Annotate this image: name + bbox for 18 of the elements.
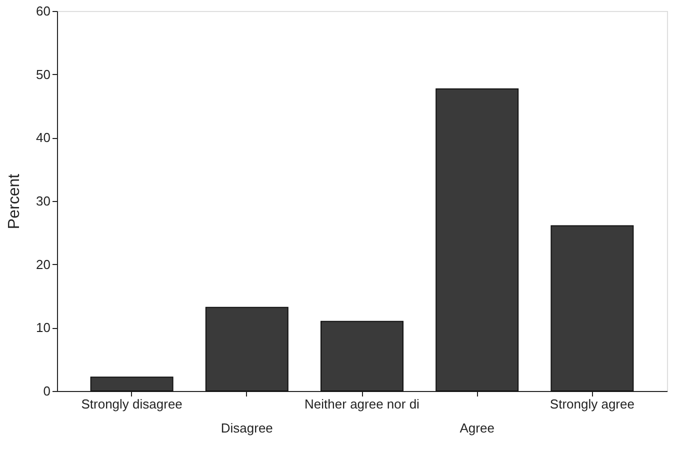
x-tick-label: Agree <box>460 420 494 436</box>
y-tick-label: 40 <box>36 130 50 146</box>
y-tick-label: 30 <box>36 194 50 208</box>
bar <box>320 320 404 392</box>
y-tick-label: 20 <box>36 256 50 272</box>
y-tick-label: 60 <box>36 4 50 18</box>
x-tick-label: Strongly disagree <box>81 396 182 412</box>
x-tick-label: Disagree <box>220 420 273 436</box>
x-tick-label: Neither agree nor di <box>304 396 420 412</box>
bar <box>90 376 174 392</box>
bar <box>205 306 288 392</box>
x-tick-label: Strongly agree <box>550 396 634 412</box>
y-tick-label: 0 <box>43 384 50 398</box>
y-tick-label: 50 <box>36 66 50 82</box>
bar <box>436 88 519 392</box>
y-axis-title: Percent <box>6 173 24 230</box>
bar <box>550 225 634 392</box>
y-tick-label: 10 <box>36 320 50 336</box>
